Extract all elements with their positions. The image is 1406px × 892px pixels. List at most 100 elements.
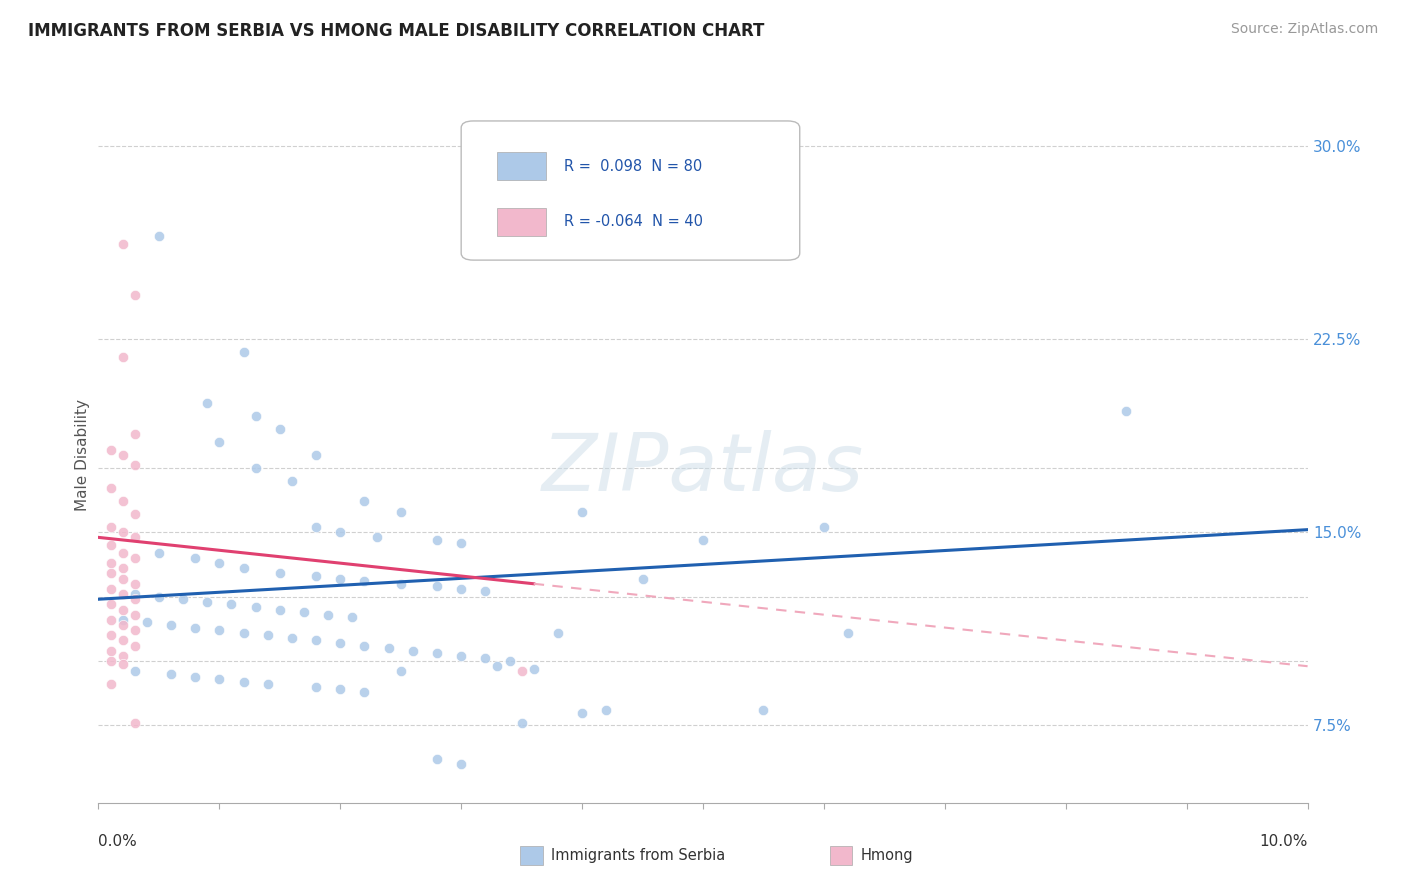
Point [124,639,146,653]
Point [232,625,254,640]
Point [148,228,170,243]
Point [100,442,122,457]
Point [245,460,267,475]
Point [100,598,122,612]
Point [1115,404,1137,418]
Point [510,665,533,679]
Point [184,621,207,635]
Point [450,757,472,772]
Point [813,520,835,534]
Point [124,551,146,566]
Point [510,715,533,730]
Point [523,662,546,676]
Point [124,592,146,607]
Point [389,505,412,519]
Point [100,644,122,658]
Point [195,396,218,410]
Point [124,427,146,442]
Text: ZIPatlas: ZIPatlas [541,430,865,508]
Point [450,582,472,596]
Point [305,680,328,694]
Point [111,648,134,663]
Point [547,625,569,640]
Point [100,556,122,570]
Point [124,587,146,601]
Point [135,615,157,630]
Bar [498,208,546,235]
Point [100,628,122,642]
Point [100,654,122,668]
Point [100,582,122,596]
Point [148,590,170,604]
Point [160,667,183,681]
Point [353,494,375,508]
FancyBboxPatch shape [461,121,800,260]
Point [111,561,134,575]
Point [292,605,315,619]
Point [474,651,496,665]
Point [111,633,134,648]
Point [426,752,449,766]
Point [124,458,146,473]
Point [486,659,509,673]
Point [124,576,146,591]
Point [305,448,328,462]
Point [245,599,267,614]
Point [232,674,254,689]
Point [377,641,399,656]
Point [631,572,654,586]
Point [426,533,449,547]
Point [498,654,520,668]
Text: 10.0%: 10.0% [1260,834,1308,849]
Point [124,607,146,622]
Point [100,566,122,581]
Point [172,592,194,607]
Bar [498,153,546,180]
Text: IMMIGRANTS FROM SERBIA VS HMONG MALE DISABILITY CORRELATION CHART: IMMIGRANTS FROM SERBIA VS HMONG MALE DIS… [28,22,765,40]
Point [124,715,146,730]
Point [111,236,134,251]
Point [450,648,472,663]
Point [124,665,146,679]
Point [208,672,231,686]
Point [208,556,231,570]
Text: 0.0%: 0.0% [98,834,138,849]
Point [389,665,412,679]
Point [571,505,593,519]
Point [111,494,134,508]
Point [269,602,291,616]
Point [111,525,134,540]
Point [316,607,339,622]
Point [269,422,291,436]
Point [232,561,254,575]
Point [208,435,231,450]
Point [366,530,388,544]
Point [426,579,449,593]
Point [426,646,449,660]
Point [100,482,122,496]
Point [595,703,617,717]
Point [111,587,134,601]
Point [256,677,278,691]
Point [111,657,134,671]
Point [353,639,375,653]
Point [281,631,304,645]
Point [329,682,352,697]
Text: Hmong: Hmong [860,848,912,863]
Point [100,613,122,627]
Point [148,546,170,560]
Point [111,613,134,627]
Point [111,602,134,616]
Point [837,625,859,640]
Point [269,566,291,581]
Point [329,572,352,586]
Point [184,551,207,566]
Point [100,538,122,552]
Point [111,572,134,586]
Point [329,636,352,650]
Point [305,520,328,534]
Point [329,525,352,540]
Point [256,628,278,642]
Text: Source: ZipAtlas.com: Source: ZipAtlas.com [1230,22,1378,37]
Point [124,507,146,521]
